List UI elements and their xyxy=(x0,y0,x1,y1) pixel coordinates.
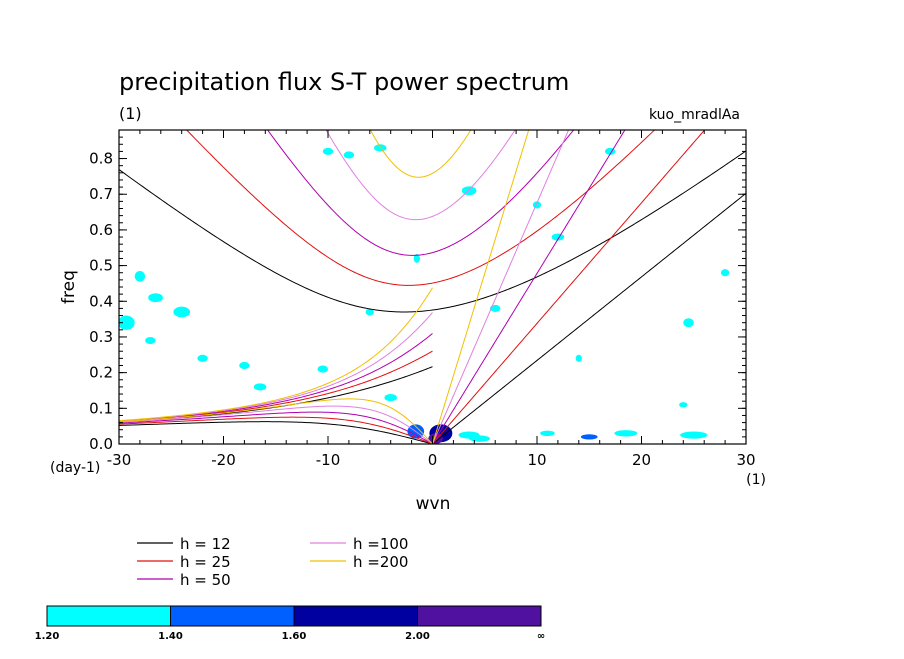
y-tick-label: 0.2 xyxy=(89,364,113,382)
colorbar-swatch xyxy=(293,605,418,627)
rossby-curve-h200 xyxy=(119,398,433,444)
y-unit-label: (day-1) xyxy=(50,460,100,476)
legend-label: h = 50 xyxy=(180,571,231,589)
x-tick-label: 20 xyxy=(632,451,651,469)
x-axis: -30 -20 -10 0 10 20 30 xyxy=(107,130,756,469)
units-label: (1) xyxy=(119,104,142,123)
contour-blob-23 xyxy=(683,318,694,328)
contour-blob-7 xyxy=(148,293,163,303)
mrg-curve-h200 xyxy=(119,287,433,422)
rossby-curve-h25 xyxy=(119,416,433,444)
contour-blob-16 xyxy=(322,147,334,155)
inertia-gravity-curve-h100 xyxy=(325,130,516,221)
colorbar-swatch xyxy=(170,605,295,627)
contour-blob-28 xyxy=(580,434,598,440)
rossby-curve-h100 xyxy=(119,405,433,444)
y-tick-label: 0.4 xyxy=(89,292,113,310)
colorbar-label: ∞ xyxy=(537,631,545,642)
contour-blob-19 xyxy=(489,304,501,312)
y-tick-label: 0.6 xyxy=(89,221,113,239)
x-tick-label: -20 xyxy=(211,451,236,469)
plot-frame xyxy=(118,129,747,445)
contour-fill-layer xyxy=(119,144,730,444)
y-tick-label: 0.8 xyxy=(89,150,113,168)
rossby-curve-h50 xyxy=(119,411,433,444)
contour-blob-12 xyxy=(239,361,250,370)
x-tick-label: 30 xyxy=(736,451,755,469)
run-label: kuo_mradlAa xyxy=(649,107,740,123)
inertia-gravity-curve-h200 xyxy=(369,130,472,178)
contour-blob-33 xyxy=(575,354,582,362)
legend-label: h =100 xyxy=(353,535,408,553)
x-tick-label: -10 xyxy=(316,451,341,469)
colorbar-label: 1.60 xyxy=(282,631,307,642)
y-tick-label: 0.0 xyxy=(89,435,113,453)
y-tick-label: 0.3 xyxy=(89,328,113,346)
inertia-gravity-curve-h50 xyxy=(266,130,575,256)
contour-blob-13 xyxy=(317,365,328,373)
colorbar-label: 2.00 xyxy=(405,631,430,642)
x-axis-label: wvn xyxy=(416,494,451,514)
y-axis: 0.0 0.1 0.2 0.3 0.4 0.5 0.6 0.7 0.8 xyxy=(89,136,746,453)
y-axis-label: freq xyxy=(59,270,79,304)
rossby-curve-h12 xyxy=(119,421,433,444)
contour-blob-18 xyxy=(461,186,477,196)
y-tick-label: 0.1 xyxy=(89,399,113,417)
x-tick-label: 10 xyxy=(527,451,546,469)
y-tick-label: 0.5 xyxy=(89,257,113,275)
contour-blob-24 xyxy=(720,269,730,277)
x-unit-label: (1) xyxy=(746,472,766,488)
mrg-curve-h25 xyxy=(119,350,433,423)
colorbar-swatch xyxy=(417,605,542,627)
contour-blob-17 xyxy=(373,144,387,152)
x-tick-label: 0 xyxy=(428,451,438,469)
contour-blob-25 xyxy=(469,435,490,442)
legend-label: h = 12 xyxy=(180,535,231,553)
contour-blob-31 xyxy=(365,308,374,316)
colorbar-label: 1.40 xyxy=(158,631,183,642)
y-tick-label: 0.7 xyxy=(89,185,113,203)
contour-blob-22 xyxy=(413,253,420,263)
chart-title: precipitation flux S-T power spectrum xyxy=(119,68,569,96)
dispersion-curve-layer xyxy=(119,130,746,444)
colorbar: 1.20 1.40 1.60 2.00 ∞ xyxy=(35,605,545,642)
inertia-gravity-curve-h25 xyxy=(185,130,656,286)
legend-label: h =200 xyxy=(353,553,408,571)
contour-blob-9 xyxy=(145,336,156,345)
contour-blob-5 xyxy=(119,315,135,330)
legend-label: h = 25 xyxy=(180,553,231,571)
x-tick-label: -30 xyxy=(107,451,132,469)
kelvin-curve-h50 xyxy=(432,130,626,444)
kelvin-curve-h100 xyxy=(432,130,570,444)
kelvin-curve-h25 xyxy=(432,130,706,444)
contour-blob-27 xyxy=(680,431,708,439)
contour-blob-20 xyxy=(551,233,565,241)
kelvin-curve-h200 xyxy=(432,130,530,444)
contour-blob-11 xyxy=(253,383,267,391)
contour-blob-14 xyxy=(384,394,397,402)
contour-blob-26 xyxy=(614,430,638,437)
contour-blob-10 xyxy=(197,354,208,362)
contour-blob-29 xyxy=(540,430,555,436)
kelvin-curve-h12 xyxy=(432,192,746,444)
contour-blob-8 xyxy=(173,306,191,318)
colorbar-label: 1.20 xyxy=(35,631,60,642)
contour-blob-6 xyxy=(134,270,146,282)
contour-blob-15 xyxy=(343,151,355,159)
contour-blob-30 xyxy=(679,402,688,408)
colorbar-swatch xyxy=(46,605,171,627)
inertia-gravity-curve-h12 xyxy=(119,150,746,313)
